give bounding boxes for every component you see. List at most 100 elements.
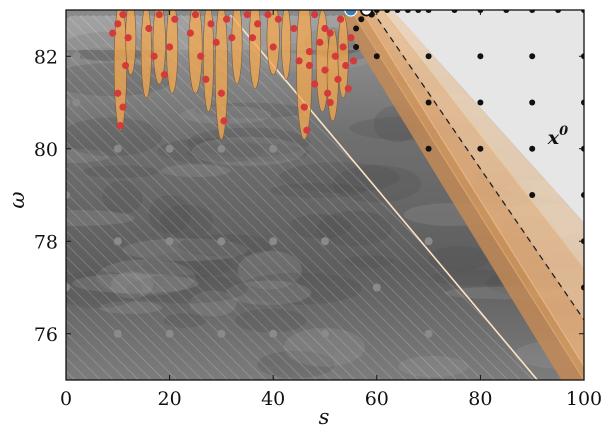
grid-point: [581, 99, 584, 106]
grid-point: [404, 10, 411, 13]
sample-point: [274, 15, 282, 23]
annotation-x0: x0: [547, 124, 568, 149]
uncertainty-ellipse: [266, 10, 280, 76]
grid-point: [384, 10, 391, 13]
grid-point: [358, 16, 365, 23]
grid-point: [415, 10, 422, 13]
texture-blob: [429, 246, 490, 271]
x-axis-label: s: [319, 405, 330, 429]
sample-point: [202, 75, 210, 83]
history-point: [165, 144, 174, 153]
sample-point: [160, 71, 169, 79]
sample-point: [334, 75, 342, 83]
sample-point: [321, 24, 329, 33]
grid-point: [477, 53, 484, 60]
x-tick-label: 0: [60, 388, 72, 410]
sample-point: [145, 24, 153, 33]
uncertainty-ellipse: [296, 10, 313, 140]
uncertainty-ellipse: [140, 10, 152, 99]
sample-point: [119, 103, 127, 111]
sample-point: [339, 43, 347, 51]
sample-point: [290, 24, 298, 33]
boundary-lines: [225, 10, 584, 380]
grid-point: [581, 10, 584, 13]
history-point: [321, 237, 329, 246]
sample-point: [114, 20, 122, 28]
grid-point: [555, 10, 562, 13]
sample-point: [347, 34, 355, 42]
grid-point: [529, 53, 536, 60]
history-point: [321, 329, 329, 338]
uncertainty-ellipse: [326, 28, 339, 122]
x-axis-ticks: 0 20 40 60 80 100: [60, 10, 602, 410]
sample-point: [331, 52, 339, 60]
sample-point: [264, 11, 272, 19]
sample-point: [150, 52, 158, 60]
uncertainty-ellipse: [152, 10, 166, 85]
history-point: [165, 237, 174, 246]
sample-point: [243, 11, 251, 19]
sample-point: [295, 57, 303, 65]
y-tick-label: 76: [34, 324, 58, 346]
history-point: [269, 144, 278, 153]
feasible-region: [392, 10, 584, 223]
band-boundary-line: [381, 10, 584, 270]
feasible-boundary-line: [350, 10, 584, 380]
sample-point: [254, 20, 262, 28]
band-boundary-line: [360, 10, 584, 367]
sample-point: [207, 20, 215, 28]
sample-point: [311, 11, 319, 19]
x-tick-label: 60: [365, 388, 389, 410]
uncertainty-ellipse: [249, 10, 262, 89]
history-point: [113, 144, 122, 153]
history-point: [269, 237, 278, 246]
constraint-line: [225, 10, 538, 380]
history-point: [269, 329, 278, 338]
sample-point: [155, 11, 163, 19]
sample-points: [109, 11, 358, 134]
sample-point: [212, 38, 220, 46]
sample-point: [300, 103, 308, 111]
sample-point: [316, 38, 324, 46]
sample-point: [166, 43, 174, 51]
band-strip: [335, 10, 584, 380]
x-tick-label: 20: [158, 388, 182, 410]
sample-point: [326, 98, 334, 107]
dashed-boundary-line: [371, 10, 584, 321]
sample-point: [305, 48, 314, 56]
grid-point: [425, 53, 432, 60]
grid-point: [581, 284, 584, 291]
grid-point: [529, 192, 536, 198]
sample-point: [186, 29, 194, 37]
sample-point: [344, 85, 352, 93]
history-point: [217, 144, 226, 153]
grid-point: [529, 145, 536, 152]
sample-point: [336, 15, 345, 23]
sample-point: [116, 122, 124, 130]
history-point: [217, 329, 226, 338]
sample-point: [303, 126, 311, 134]
sample-point: [342, 61, 350, 70]
sample-point: [114, 89, 122, 97]
history-point: [66, 191, 70, 199]
grid-point: [353, 44, 360, 50]
y-axis-ticks: 76 78 80 82: [34, 46, 584, 346]
history-point: [372, 283, 381, 292]
y-tick-label: 82: [34, 46, 58, 68]
sample-point: [321, 66, 329, 74]
sample-point: [109, 29, 117, 37]
sample-point: [311, 80, 319, 88]
grid-point: [503, 10, 510, 13]
history-point: [424, 329, 433, 338]
sample-point: [222, 15, 231, 23]
x-tick-label: 40: [261, 388, 285, 410]
sample-point: [349, 57, 358, 65]
history-point: [113, 329, 122, 338]
grid-point: [373, 53, 380, 60]
sample-point: [121, 61, 130, 70]
sample-point: [124, 34, 132, 42]
sample-point: [248, 34, 257, 42]
history-point: [217, 237, 226, 246]
sample-point: [191, 11, 200, 19]
